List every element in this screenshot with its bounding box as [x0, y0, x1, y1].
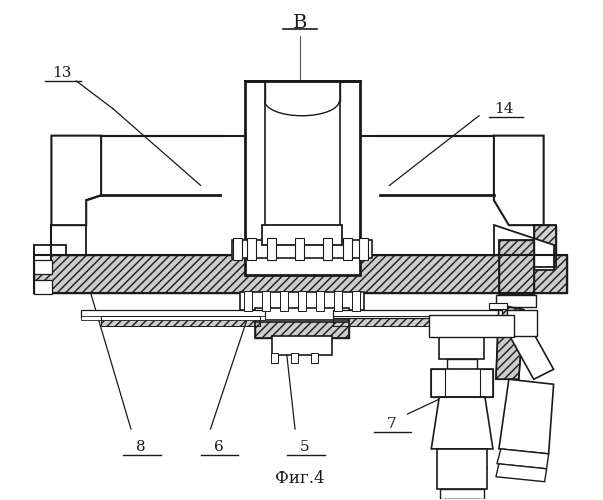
Bar [480, 370, 493, 397]
Polygon shape [496, 304, 524, 380]
Bar [352, 291, 359, 310]
Polygon shape [494, 136, 544, 225]
Bar [444, 498, 480, 500]
Text: Фиг.4: Фиг.4 [275, 470, 325, 487]
Polygon shape [496, 464, 547, 481]
Bar [34, 255, 567, 293]
Bar [333, 316, 462, 326]
Text: 6: 6 [213, 440, 223, 454]
Polygon shape [497, 449, 549, 469]
Text: 8: 8 [136, 440, 146, 454]
Bar [480, 370, 493, 397]
Bar [245, 81, 359, 275]
Bar [232, 240, 371, 258]
Text: 14: 14 [494, 102, 514, 116]
Bar [323, 238, 332, 260]
Bar [34, 280, 52, 294]
Text: 5: 5 [300, 440, 310, 454]
Bar [81, 310, 265, 318]
Bar [241, 292, 364, 310]
Bar [334, 291, 342, 310]
Bar [359, 238, 368, 260]
Polygon shape [509, 324, 554, 380]
Bar [101, 316, 260, 326]
Bar [496, 294, 535, 306]
Bar [429, 314, 514, 336]
Bar [255, 320, 349, 338]
Bar [271, 354, 278, 364]
Bar [489, 302, 507, 308]
Bar [431, 370, 445, 397]
Bar [247, 238, 256, 260]
Bar [295, 238, 304, 260]
Bar [507, 310, 537, 336]
Text: B: B [293, 14, 307, 32]
Polygon shape [494, 225, 554, 270]
Bar [499, 240, 534, 294]
Bar [262, 225, 342, 245]
Bar [298, 291, 306, 310]
Polygon shape [51, 136, 101, 225]
Bar [34, 260, 52, 274]
Polygon shape [499, 380, 554, 454]
Bar [233, 238, 242, 260]
Text: 13: 13 [52, 66, 71, 80]
Bar [333, 310, 502, 318]
Bar [437, 449, 487, 488]
Bar [311, 354, 318, 364]
Bar [343, 238, 352, 260]
Bar [534, 225, 555, 267]
Bar [431, 370, 493, 397]
Bar [262, 291, 270, 310]
Bar [267, 238, 276, 260]
Bar [440, 488, 484, 498]
Bar [333, 316, 462, 326]
Bar [244, 291, 252, 310]
Bar [447, 360, 477, 372]
Bar [265, 81, 339, 245]
Bar [534, 225, 555, 267]
Bar [439, 334, 484, 359]
Bar [291, 354, 298, 364]
Bar [255, 320, 349, 338]
Bar [81, 316, 265, 320]
Bar [499, 240, 534, 294]
Polygon shape [34, 245, 66, 270]
Polygon shape [431, 397, 493, 449]
Text: 7: 7 [387, 417, 396, 431]
Bar [34, 255, 567, 293]
Bar [255, 308, 349, 322]
Bar [316, 291, 324, 310]
Bar [272, 336, 332, 355]
Bar [431, 370, 445, 397]
Bar [101, 316, 260, 326]
Bar [280, 291, 288, 310]
